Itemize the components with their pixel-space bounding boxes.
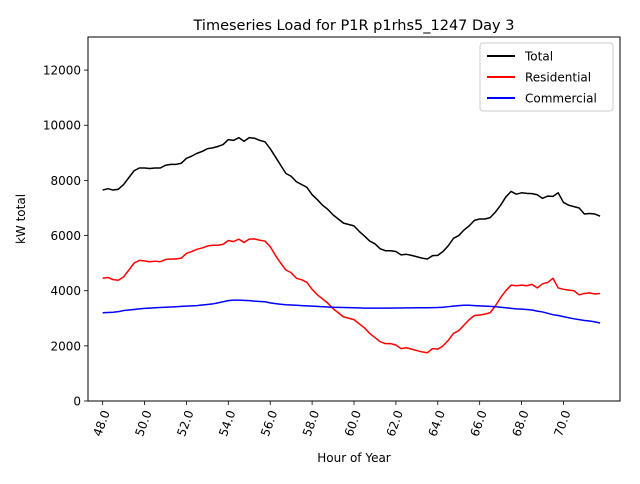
x-tick-label: 70.0 — [551, 408, 573, 438]
y-tick-label: 8000 — [50, 174, 81, 188]
x-tick-label: 68.0 — [509, 408, 531, 438]
y-tick-label: 10000 — [43, 119, 81, 133]
series-line-residential — [102, 238, 601, 354]
x-tick-label: 64.0 — [426, 408, 448, 438]
legend: Total Residential Commercial — [479, 42, 614, 112]
y-tick-label: 2000 — [50, 339, 81, 353]
legend-label-total: Total — [524, 50, 553, 64]
x-tick-label: 58.0 — [300, 408, 322, 438]
x-tick-label: 50.0 — [132, 408, 154, 438]
legend-box — [479, 42, 614, 112]
x-tick-label: 48.0 — [90, 408, 112, 438]
x-axis: 48.0 50.0 52.0 54.0 56.0 58.0 60.0 62.0 64.0 66.0… — [90, 401, 574, 438]
x-tick-label: 60.0 — [342, 408, 364, 438]
y-axis: 0 2000 4000 6000 8000 10000 12000 — [43, 64, 88, 409]
x-axis-label: Hour of Year — [317, 451, 391, 465]
x-tick-label: 62.0 — [384, 408, 406, 438]
x-tick-label: 52.0 — [174, 408, 196, 438]
legend-label-commercial: Commercial — [525, 92, 597, 106]
y-tick-label: 12000 — [43, 64, 81, 78]
x-tick-label: 56.0 — [258, 408, 280, 438]
series-layer — [102, 136, 601, 354]
series-line-total — [102, 136, 601, 260]
x-tick-label: 66.0 — [467, 408, 489, 438]
y-axis-label: kW total — [14, 194, 28, 244]
y-tick-label: 6000 — [50, 229, 81, 243]
x-tick-label: 54.0 — [216, 408, 238, 438]
legend-label-residential: Residential — [525, 71, 591, 85]
chart-title: Timeseries Load for P1R p1rhs5_1247 Day … — [193, 18, 515, 34]
y-tick-label: 0 — [73, 395, 81, 409]
y-tick-label: 4000 — [50, 284, 81, 298]
series-line-commercial — [102, 299, 601, 324]
